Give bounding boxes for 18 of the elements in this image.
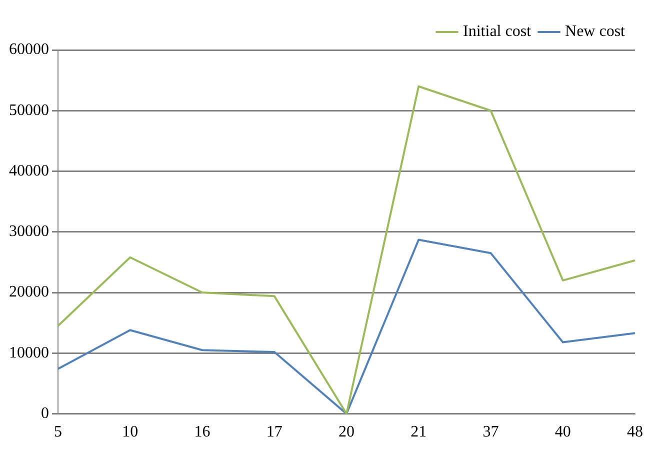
y-tick-label: 10000 xyxy=(9,344,49,362)
x-tick-label: 16 xyxy=(194,424,210,441)
legend-label: Initial cost xyxy=(463,23,532,40)
x-tick-label: 21 xyxy=(410,424,427,441)
x-tick-label: 20 xyxy=(338,424,354,441)
y-tick-label: 50000 xyxy=(9,102,49,119)
x-tick-label: 48 xyxy=(627,424,643,441)
x-tick-label: 37 xyxy=(482,424,499,441)
y-tick-label: 20000 xyxy=(9,284,49,301)
x-tick-label: 5 xyxy=(54,424,62,441)
x-tick-label: 40 xyxy=(554,424,571,441)
x-tick-label: 10 xyxy=(122,424,138,441)
y-tick-label: 30000 xyxy=(9,223,49,240)
y-tick-label: 60000 xyxy=(9,41,49,58)
x-tick-label: 17 xyxy=(266,424,282,441)
legend-label: New cost xyxy=(565,23,626,40)
y-tick-label: 40000 xyxy=(9,162,49,180)
y-tick-label: 0 xyxy=(41,405,49,422)
